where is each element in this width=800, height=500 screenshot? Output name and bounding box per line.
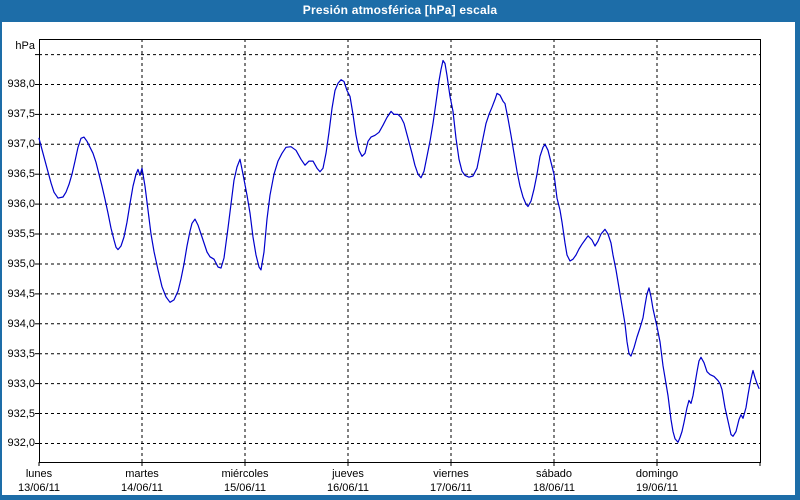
chart-panel	[2, 22, 795, 495]
title-bar: Presión atmosférica [hPa] escala	[0, 0, 800, 22]
pressure-line	[38, 59, 760, 443]
plot-border	[39, 39, 761, 463]
chart-title: Presión atmosférica [hPa] escala	[302, 3, 498, 17]
